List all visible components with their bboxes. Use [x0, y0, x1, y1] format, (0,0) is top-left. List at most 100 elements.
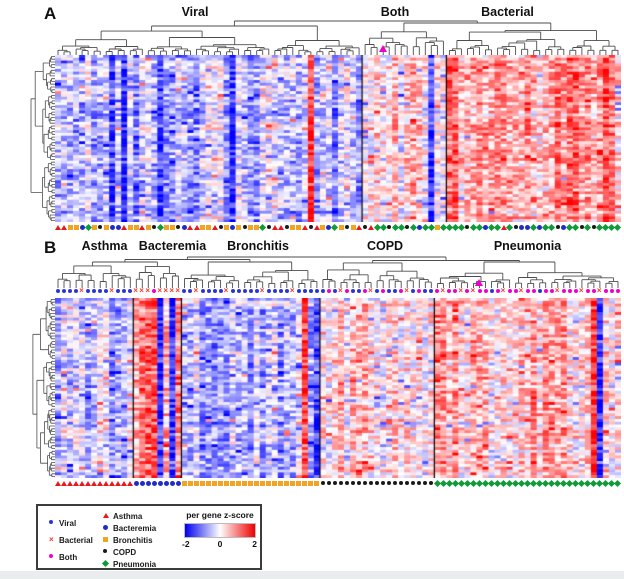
sample-marker-icon: [357, 289, 362, 293]
sample-marker-icon: [405, 481, 410, 485]
sample-marker-icon: [152, 225, 157, 229]
sample-marker-icon: [127, 481, 134, 486]
panel-b-label: B: [44, 238, 57, 257]
sample-marker-icon: [379, 223, 387, 232]
sample-marker-icon: [427, 223, 435, 232]
sample-marker-icon: [248, 289, 253, 293]
sample-marker-icon: [55, 481, 61, 486]
panel-b-infection-class-marker-row: × × × × × × × × × × × × × × × × × × × × × × × ×: [55, 286, 621, 297]
sample-marker-icon: ×: [79, 286, 84, 295]
sample-marker-icon: [615, 289, 620, 293]
sample-marker-icon: [230, 481, 236, 486]
sample-marker-icon: [67, 481, 74, 486]
sample-marker-icon: [230, 289, 235, 293]
bronchitis-marker-icon: [102, 536, 110, 544]
sample-marker-icon: [381, 289, 386, 293]
zscore-colorscale: per gene z-score -2 0 2: [180, 510, 260, 550]
sample-marker-icon: ×: [157, 286, 163, 295]
sample-marker-icon: [351, 289, 356, 293]
sample-marker-icon: [375, 481, 380, 485]
sample-marker-icon: [127, 225, 133, 230]
page-background-strip: [0, 571, 624, 579]
panel-b-group-bacteremia: Bacteremia: [138, 239, 207, 253]
sample-marker-icon: [320, 289, 325, 293]
legend-item-both: Both: [48, 551, 93, 563]
sample-marker-icon: [272, 481, 278, 486]
sample-marker-icon: [416, 225, 422, 230]
sample-marker-icon: [133, 225, 139, 230]
sample-marker-icon: [356, 225, 363, 230]
sample-marker-icon: [363, 289, 368, 293]
sample-marker-icon: [218, 225, 223, 229]
sample-marker-icon: [399, 289, 404, 293]
sample-marker-icon: [387, 225, 392, 229]
sample-marker-icon: [548, 223, 556, 232]
sample-marker-icon: [345, 481, 350, 485]
sample-marker-icon: [489, 289, 494, 293]
sample-marker-icon: [549, 289, 554, 293]
sample-marker-icon: [272, 289, 277, 293]
sample-marker-icon: [266, 225, 271, 229]
sample-marker-icon: [62, 289, 67, 293]
legend-item-bacteremia: Bacteremia: [102, 522, 156, 534]
legend-label-viral: Viral: [59, 518, 77, 528]
sample-marker-icon: [169, 225, 175, 230]
sample-marker-icon: [350, 225, 356, 230]
sample-marker-icon: [417, 481, 422, 485]
sample-marker-icon: [266, 289, 271, 293]
panel-b-row-dendrogram-icon: [32, 299, 55, 477]
sample-marker-icon: [145, 225, 151, 230]
sample-marker-icon: [555, 225, 560, 229]
sample-marker-icon: [224, 225, 230, 230]
sample-marker-icon: [513, 289, 518, 293]
sample-marker-icon: [55, 225, 61, 230]
sample-marker-icon: [331, 223, 339, 232]
sample-marker-icon: [188, 289, 193, 293]
sample-marker-icon: [345, 289, 350, 293]
sample-marker-icon: ×: [259, 286, 265, 295]
sample-marker-icon: [475, 223, 484, 232]
panel-b-group-pneumonia: Pneumonia: [493, 239, 562, 253]
sample-marker-icon: [308, 289, 313, 293]
pneumonia-marker-icon: [101, 559, 110, 568]
sample-marker-icon: [369, 481, 374, 485]
sample-marker-icon: [278, 481, 284, 486]
sample-marker-icon: [200, 289, 205, 293]
sample-marker-icon: [109, 481, 116, 486]
sample-marker-icon: ×: [470, 286, 476, 295]
legend-item-viral: Viral: [48, 517, 93, 529]
sample-marker-icon: [200, 481, 206, 486]
sample-marker-icon: [139, 481, 145, 486]
sample-marker-icon: [314, 481, 320, 486]
sample-marker-icon: [477, 289, 482, 293]
sample-marker-icon: [435, 289, 440, 293]
sample-marker-icon: [212, 481, 218, 486]
legend-item-bronchitis: Bronchitis: [102, 534, 156, 546]
sample-marker-icon: [411, 481, 416, 485]
sample-marker-icon: [537, 289, 542, 293]
sample-marker-icon: [193, 225, 200, 230]
legend-item-asthma: Asthma: [102, 510, 156, 522]
sample-marker-icon: [457, 223, 465, 232]
sample-marker-icon: [368, 225, 375, 230]
sample-marker-icon: [567, 289, 572, 293]
legend-label-both: Both: [59, 552, 78, 562]
panel-b-column-dendrogram-icon: [57, 256, 619, 288]
sample-marker-icon: ×: [163, 286, 169, 295]
sample-marker-icon: [254, 225, 260, 230]
sample-marker-icon: [429, 481, 434, 485]
sample-marker-icon: [614, 479, 622, 488]
sample-marker-icon: [92, 289, 97, 293]
sample-marker-icon: [206, 289, 211, 293]
sample-marker-icon: [128, 289, 133, 293]
panel-b-group-bronchitis: Bronchitis: [227, 239, 289, 253]
sample-marker-icon: [525, 289, 530, 293]
sample-marker-icon: [351, 481, 356, 485]
sample-marker-icon: [73, 225, 79, 230]
panel-b-disease-class-marker-row: [55, 479, 622, 489]
sample-marker-icon: [326, 225, 332, 230]
sample-marker-icon: [483, 289, 488, 293]
panel-a-column-dendrogram-icon: [57, 20, 619, 55]
sample-marker-icon: [296, 225, 302, 230]
sample-marker-icon: [387, 289, 392, 293]
